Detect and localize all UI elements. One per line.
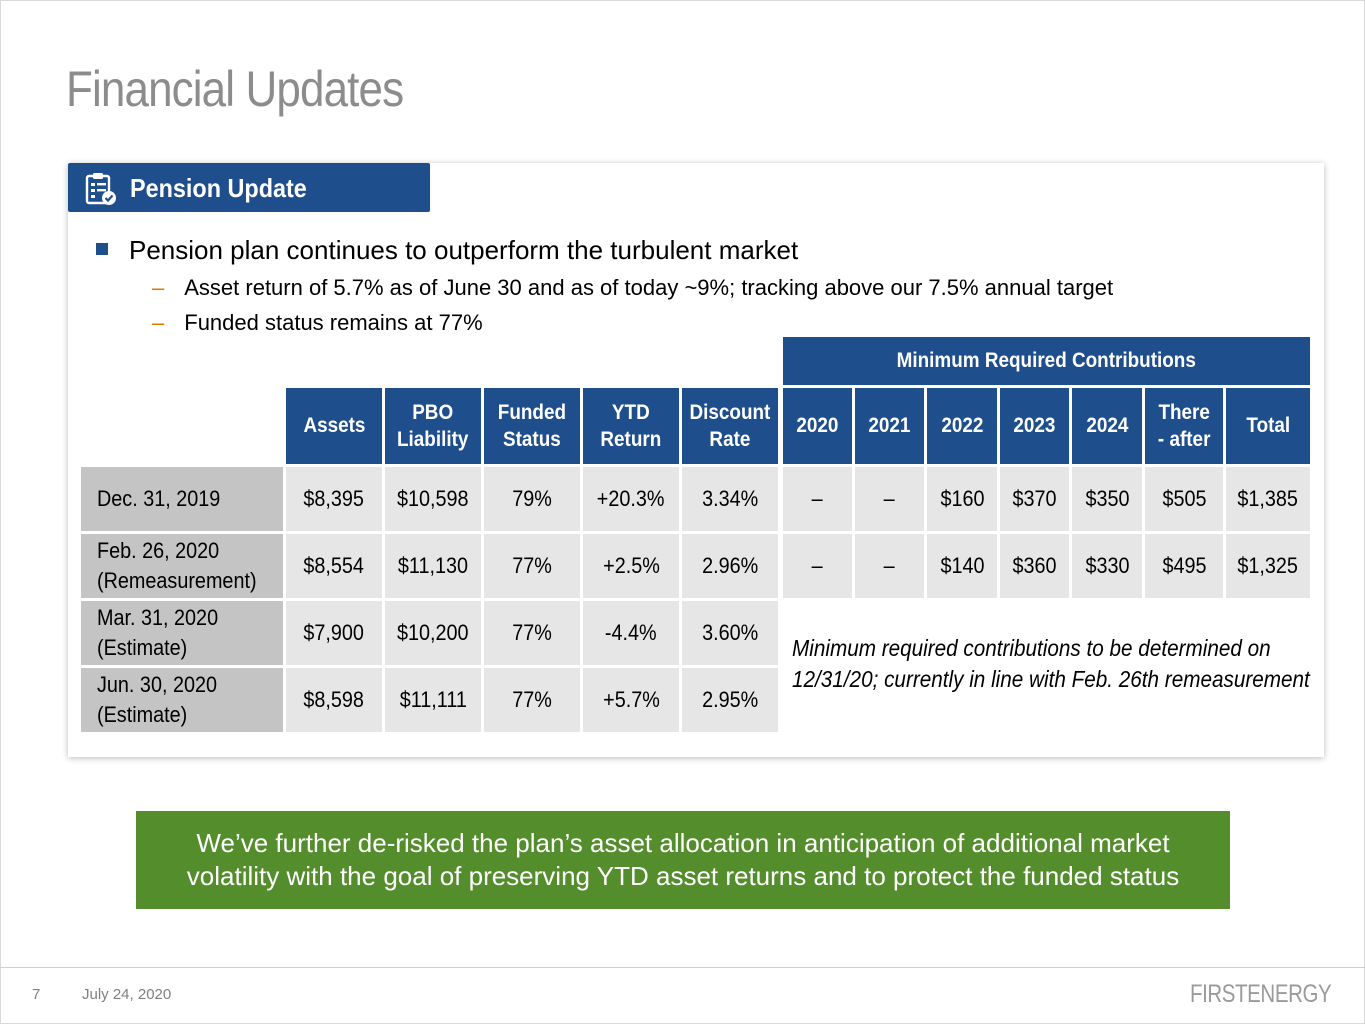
table-cell: +5.7% [583, 668, 679, 732]
sub-bullet: – Funded status remains at 77% [152, 310, 483, 336]
sub-bullet-text: Funded status remains at 77% [184, 310, 483, 335]
footer-divider [0, 967, 1365, 968]
table-cell: 2.95% [682, 668, 778, 732]
table-cell: $350 [1072, 467, 1142, 531]
table-cell: $8,598 [286, 668, 382, 732]
table-cell: 2.96% [682, 534, 778, 598]
table-cell: +2.5% [583, 534, 679, 598]
table-cell: -4.4% [583, 601, 679, 665]
table-cell: $1,325 [1226, 534, 1310, 598]
column-header-thereafter: There - after [1145, 388, 1223, 464]
sub-bullet: – Asset return of 5.7% as of June 30 and … [152, 275, 1113, 301]
table-cell: 3.60% [682, 601, 778, 665]
column-header-assets: Assets [286, 388, 382, 464]
table-cell: $160 [927, 467, 997, 531]
pension-card: Pension Update Pension plan continues to… [68, 163, 1324, 757]
row-label: Mar. 31, 2020 (Estimate) [81, 601, 283, 665]
page-title: Financial Updates [66, 61, 404, 117]
table-cell: $8,554 [286, 534, 382, 598]
table-cell: – [783, 534, 852, 598]
contributions-table: Minimum Required Contributions 2020 2021… [783, 337, 1310, 598]
row-label: Jun. 30, 2020 (Estimate) [81, 668, 283, 732]
table-cell: 77% [484, 534, 580, 598]
column-header-funded-status: Funded Status [484, 388, 580, 464]
bullet-square-icon [96, 243, 108, 255]
table-cell: 77% [484, 601, 580, 665]
column-header-2022: 2022 [927, 388, 997, 464]
column-header-2021: 2021 [855, 388, 924, 464]
column-header-pbo-liability: PBO Liability [385, 388, 481, 464]
table-cell: 79% [484, 467, 580, 531]
table-cell: $10,598 [385, 467, 481, 531]
table-cell: $10,200 [385, 601, 481, 665]
table-cell: 77% [484, 668, 580, 732]
table-cell: – [783, 467, 852, 531]
firstenergy-logo: FIRSTENERGY [1190, 980, 1332, 1008]
column-header-discount-rate: Discount Rate [682, 388, 778, 464]
column-header-total: Total [1226, 388, 1310, 464]
column-header-2023: 2023 [1000, 388, 1069, 464]
derisk-callout: We’ve further de-risked the plan’s asset… [136, 811, 1230, 909]
contributions-table-title: Minimum Required Contributions [783, 337, 1310, 385]
table-cell: – [855, 534, 924, 598]
sub-bullet-text: Asset return of 5.7% as of June 30 and a… [184, 275, 1114, 300]
table-cell: $8,395 [286, 467, 382, 531]
dash-icon: – [152, 310, 165, 335]
table-cell: $1,385 [1226, 467, 1310, 531]
table-cell: $360 [1000, 534, 1069, 598]
row-label: Feb. 26, 2020 (Remeasurement) [81, 534, 283, 598]
dash-icon: – [152, 275, 165, 300]
table-cell: +20.3% [583, 467, 679, 531]
table-cell: $7,900 [286, 601, 382, 665]
table-cell: $505 [1145, 467, 1223, 531]
card-header: Pension Update [68, 163, 430, 212]
table-cell: $11,130 [385, 534, 481, 598]
column-header-2020: 2020 [783, 388, 852, 464]
contributions-note: Minimum required contributions to be det… [792, 635, 1310, 693]
footer-date: July 24, 2020 [82, 986, 172, 1003]
table-cell: 3.34% [682, 467, 778, 531]
table-cell: $140 [927, 534, 997, 598]
table-cell: $330 [1072, 534, 1142, 598]
column-header-ytd-return: YTD Return [583, 388, 679, 464]
row-label: Dec. 31, 2019 [81, 467, 283, 531]
pension-metrics-table: Assets PBO Liability Funded Status YTD Retu… [81, 388, 778, 732]
main-bullet-text: Pension plan continues to outperform the… [129, 235, 799, 265]
page-number: 7 [32, 986, 41, 1003]
card-header-title: Pension Update [130, 173, 307, 203]
column-header-2024: 2024 [1072, 388, 1142, 464]
table-cell: $370 [1000, 467, 1069, 531]
clipboard-check-icon [85, 173, 116, 205]
table-cell: $495 [1145, 534, 1223, 598]
table-cell: $11,111 [385, 668, 481, 732]
main-bullet: Pension plan continues to outperform the… [96, 235, 798, 266]
table-cell: – [855, 467, 924, 531]
table-corner [81, 388, 283, 464]
